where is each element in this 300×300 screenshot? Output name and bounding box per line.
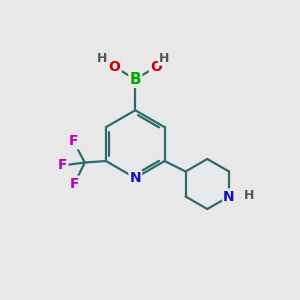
- Text: H: H: [159, 52, 169, 64]
- Text: H: H: [244, 188, 254, 202]
- Text: F: F: [58, 158, 68, 172]
- Text: H: H: [97, 52, 107, 65]
- Text: O: O: [150, 60, 162, 74]
- Text: B: B: [130, 72, 141, 87]
- Text: N: N: [130, 171, 141, 185]
- Text: F: F: [70, 177, 79, 191]
- Text: O: O: [109, 60, 121, 74]
- Text: F: F: [69, 134, 78, 148]
- Text: N: N: [223, 190, 235, 203]
